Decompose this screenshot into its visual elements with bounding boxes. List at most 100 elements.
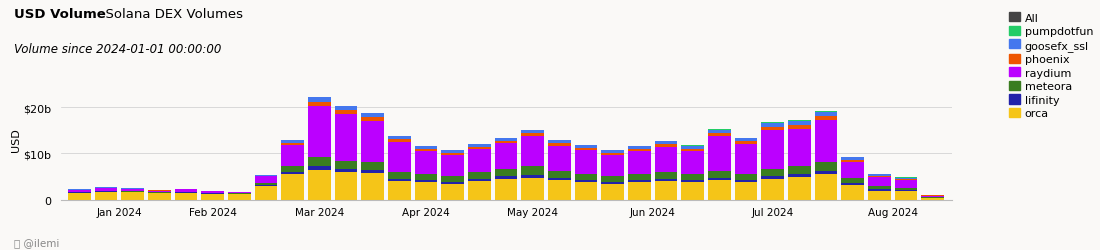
Bar xyxy=(361,173,384,200)
Bar xyxy=(574,151,597,174)
Bar xyxy=(894,191,917,192)
Bar xyxy=(602,151,624,154)
Bar xyxy=(175,190,197,192)
Bar xyxy=(282,144,304,146)
Bar xyxy=(894,188,917,191)
Bar xyxy=(602,182,624,184)
Bar xyxy=(681,182,704,200)
Bar xyxy=(761,127,784,130)
Bar xyxy=(681,180,704,182)
Bar xyxy=(147,191,170,193)
Bar xyxy=(521,175,544,178)
Bar xyxy=(254,186,277,200)
Bar xyxy=(735,174,758,180)
Bar xyxy=(842,178,865,184)
Bar xyxy=(68,192,90,193)
Bar xyxy=(602,154,624,156)
Bar xyxy=(334,161,358,169)
Bar xyxy=(735,180,758,182)
Bar xyxy=(95,192,118,200)
Bar xyxy=(68,193,90,200)
Bar xyxy=(574,146,597,148)
Bar xyxy=(868,186,891,190)
Bar xyxy=(788,166,811,174)
Bar xyxy=(147,190,170,191)
Bar xyxy=(308,102,331,107)
Bar xyxy=(761,124,784,127)
Bar xyxy=(282,166,304,172)
Bar xyxy=(254,175,277,176)
Bar xyxy=(574,148,597,151)
Bar xyxy=(282,141,304,144)
Text: USD Volume: USD Volume xyxy=(14,8,106,20)
Bar xyxy=(495,179,517,200)
Bar xyxy=(308,170,331,200)
Bar xyxy=(681,174,704,180)
Bar xyxy=(761,179,784,200)
Bar xyxy=(761,130,784,170)
Bar xyxy=(495,138,517,141)
Bar xyxy=(708,178,730,180)
Bar xyxy=(628,174,651,180)
Bar xyxy=(334,169,358,172)
Bar xyxy=(415,149,438,151)
Text: Ⓐ @ilemi: Ⓐ @ilemi xyxy=(14,238,59,248)
Bar xyxy=(842,158,865,160)
Bar xyxy=(121,192,144,200)
Bar xyxy=(922,198,944,200)
Bar xyxy=(894,178,917,179)
Bar xyxy=(521,167,544,175)
Bar xyxy=(761,177,784,179)
Bar xyxy=(842,185,865,200)
Bar xyxy=(68,190,90,192)
Bar xyxy=(868,174,891,176)
Bar xyxy=(308,98,331,102)
Bar xyxy=(175,193,197,200)
Bar xyxy=(654,179,678,182)
Bar xyxy=(788,177,811,200)
Bar xyxy=(735,182,758,200)
Y-axis label: USD: USD xyxy=(11,128,21,152)
Bar xyxy=(894,180,917,188)
Bar xyxy=(548,140,571,143)
Bar xyxy=(868,176,891,177)
Bar xyxy=(842,160,865,162)
Bar xyxy=(495,177,517,179)
Bar xyxy=(415,182,438,200)
Bar xyxy=(468,148,491,150)
Bar xyxy=(628,149,651,151)
Bar xyxy=(495,144,517,169)
Bar xyxy=(654,148,678,173)
Bar xyxy=(228,194,251,200)
Bar xyxy=(922,195,944,196)
Bar xyxy=(254,177,277,184)
Bar xyxy=(308,107,331,158)
Bar xyxy=(282,174,304,200)
Bar xyxy=(521,130,544,134)
Bar xyxy=(468,179,491,182)
Bar xyxy=(254,176,277,177)
Bar xyxy=(95,188,118,191)
Bar xyxy=(201,192,224,193)
Bar xyxy=(735,142,758,144)
Text: Solana DEX Volumes: Solana DEX Volumes xyxy=(97,8,243,20)
Bar xyxy=(681,146,704,149)
Bar xyxy=(175,189,197,190)
Bar xyxy=(708,180,730,200)
Bar xyxy=(761,123,784,124)
Bar xyxy=(628,180,651,182)
Bar xyxy=(708,134,730,137)
Bar xyxy=(788,130,811,166)
Bar xyxy=(361,121,384,162)
Bar xyxy=(708,172,730,178)
Bar xyxy=(254,184,277,185)
Bar xyxy=(495,169,517,177)
Bar xyxy=(521,137,544,167)
Bar xyxy=(602,184,624,200)
Bar xyxy=(735,138,758,142)
Bar xyxy=(735,144,758,174)
Bar xyxy=(894,179,917,180)
Text: Volume since 2024-01-01 00:00:00: Volume since 2024-01-01 00:00:00 xyxy=(14,42,222,56)
Bar xyxy=(548,146,571,172)
Bar xyxy=(602,176,624,182)
